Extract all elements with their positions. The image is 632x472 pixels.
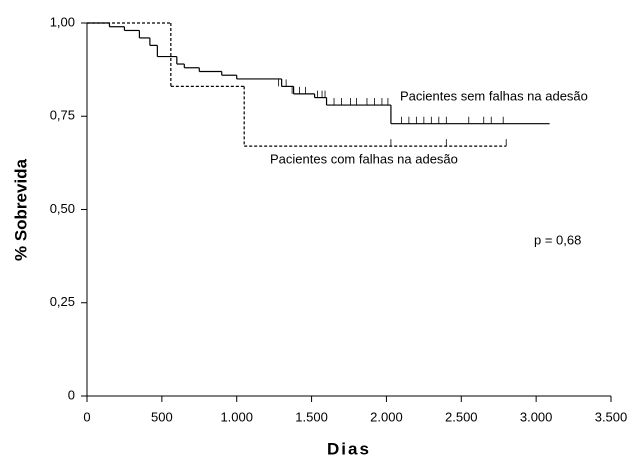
x-axis-label: Dias (327, 439, 371, 458)
annotation: p = 0,68 (534, 232, 581, 247)
x-tick-label: 1.000 (220, 409, 253, 424)
x-tick-label: 3.000 (520, 409, 553, 424)
y-tick-label: 0,25 (50, 294, 75, 309)
y-tick-label: 0 (68, 387, 75, 402)
x-tick-label: 0 (83, 409, 90, 424)
x-tick-label: 3.500 (595, 409, 628, 424)
x-tick-label: 2.000 (370, 409, 403, 424)
y-tick-label: 0,50 (50, 201, 75, 216)
series-label: Pacientes com falhas na adesão (270, 151, 458, 166)
y-tick-label: 1,00 (50, 14, 75, 29)
x-tick-label: 2.500 (445, 409, 478, 424)
y-tick-label: 0,75 (50, 108, 75, 123)
x-tick-label: 500 (151, 409, 173, 424)
y-axis-label: % Sobrevida (11, 158, 30, 261)
series-label: Pacientes sem falhas na adesão (400, 88, 588, 103)
x-tick-label: 1.500 (295, 409, 328, 424)
